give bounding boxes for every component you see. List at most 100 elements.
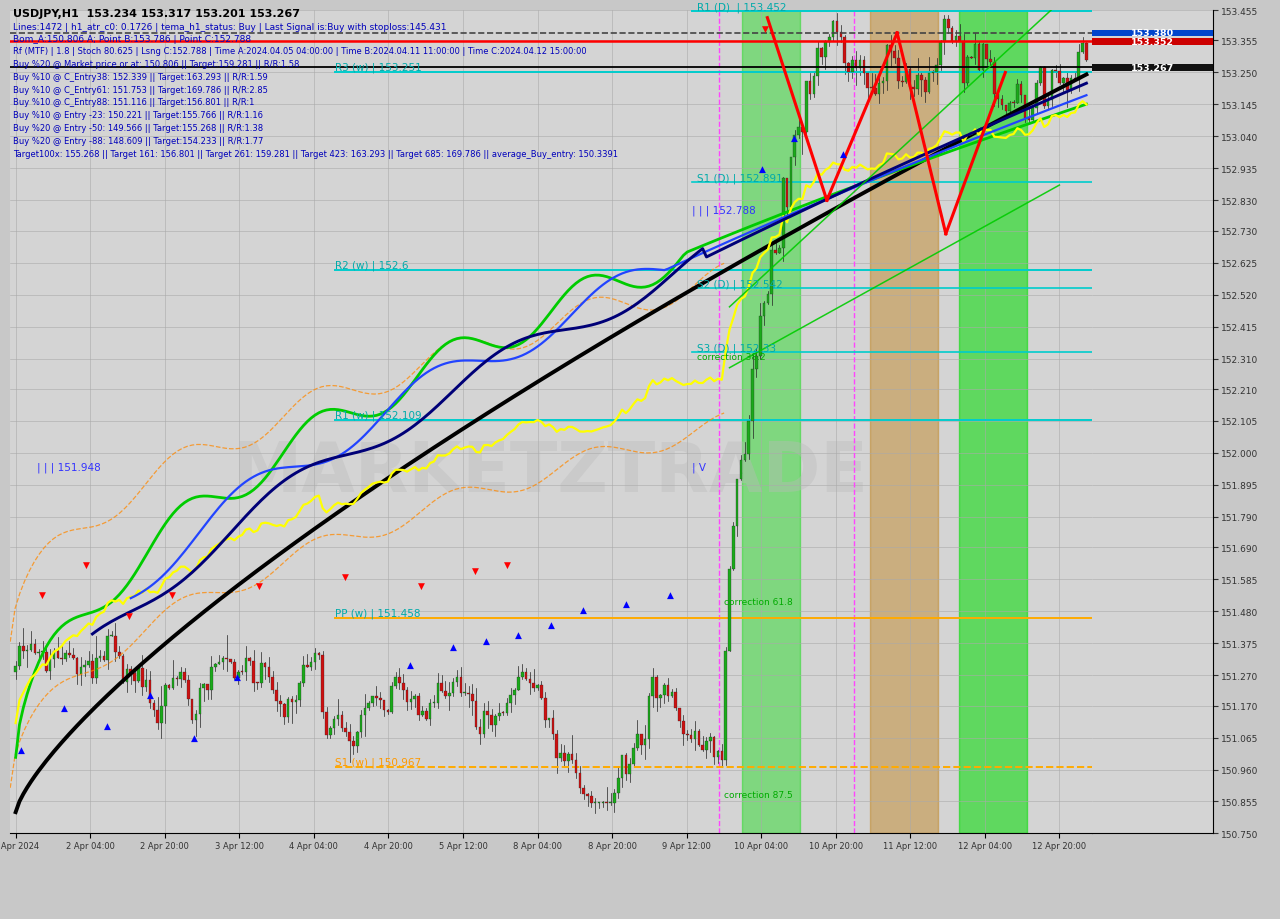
Bar xyxy=(456,677,458,682)
Bar xyxy=(559,753,562,758)
Bar xyxy=(698,731,700,745)
Bar xyxy=(870,11,938,834)
Text: Buy %20 @ Market price or at: 150.806 || Target:159.281 || R/R:1.58: Buy %20 @ Market price or at: 150.806 ||… xyxy=(13,60,300,69)
Bar xyxy=(652,677,654,697)
Bar xyxy=(233,663,236,678)
Bar xyxy=(605,802,608,803)
Bar xyxy=(310,663,312,667)
Bar xyxy=(1059,72,1061,84)
Bar xyxy=(387,710,389,712)
Bar xyxy=(886,46,888,82)
Bar xyxy=(1036,84,1038,109)
Bar xyxy=(506,703,508,714)
Bar xyxy=(640,734,643,745)
Bar xyxy=(264,664,266,667)
Bar xyxy=(690,735,692,740)
Bar xyxy=(916,76,919,90)
Bar xyxy=(26,650,28,651)
Bar xyxy=(475,701,477,727)
Bar xyxy=(590,797,593,803)
Bar xyxy=(498,713,500,716)
Text: | | | 152.788: | | | 152.788 xyxy=(691,205,755,215)
Bar xyxy=(924,81,927,93)
Bar xyxy=(970,58,973,59)
Bar xyxy=(986,45,988,60)
Bar xyxy=(129,669,132,674)
Bar xyxy=(137,668,140,681)
Bar xyxy=(29,644,32,650)
Bar xyxy=(675,693,677,709)
Bar xyxy=(978,45,980,72)
Bar xyxy=(755,357,758,369)
Text: Buy %20 @ Entry -88: 148.609 || Target:154.233 || R/R:1.77: Buy %20 @ Entry -88: 148.609 || Target:1… xyxy=(13,137,264,146)
Bar xyxy=(410,699,412,702)
Text: ▲: ▲ xyxy=(623,599,630,608)
Bar xyxy=(844,39,846,64)
Text: correction 87.5: correction 87.5 xyxy=(724,790,792,799)
Text: 153.352: 153.352 xyxy=(1132,38,1174,47)
Bar xyxy=(655,677,658,698)
Bar xyxy=(202,685,205,688)
Bar xyxy=(68,653,70,655)
Bar xyxy=(102,656,105,660)
Bar xyxy=(694,731,696,740)
Bar xyxy=(195,715,197,720)
Bar xyxy=(56,652,59,658)
Bar xyxy=(928,74,931,93)
Text: ▲: ▲ xyxy=(407,660,413,669)
Bar xyxy=(145,680,147,686)
Text: S1 (D) | 152.891: S1 (D) | 152.891 xyxy=(698,173,783,184)
Text: ▲: ▲ xyxy=(483,636,489,645)
Bar xyxy=(452,682,454,694)
Text: ▲: ▲ xyxy=(791,134,797,143)
Text: USDJPY,H1  153.234 153.317 153.201 153.267: USDJPY,H1 153.234 153.317 153.201 153.26… xyxy=(13,9,300,19)
Bar xyxy=(947,20,950,29)
Bar xyxy=(832,22,835,38)
Bar xyxy=(287,699,289,718)
Bar xyxy=(586,794,589,797)
Bar xyxy=(736,479,739,527)
Bar xyxy=(1016,85,1019,104)
Bar xyxy=(160,706,163,723)
Bar xyxy=(172,678,174,688)
Bar xyxy=(874,89,877,95)
Bar xyxy=(563,753,566,761)
Bar xyxy=(701,745,704,750)
Bar xyxy=(22,646,24,651)
Bar xyxy=(1051,72,1053,101)
Bar xyxy=(767,295,769,304)
Bar xyxy=(552,719,554,734)
Bar xyxy=(1032,109,1034,121)
Bar xyxy=(60,658,63,660)
Text: ▼: ▼ xyxy=(40,590,46,599)
Text: ▲: ▲ xyxy=(147,690,155,699)
Bar xyxy=(782,179,785,248)
Bar xyxy=(1062,79,1065,84)
Bar xyxy=(321,655,324,712)
Text: ▲: ▲ xyxy=(18,745,24,754)
Bar xyxy=(763,304,765,316)
Bar xyxy=(471,694,474,701)
Bar xyxy=(164,685,166,706)
Text: | | | 151.948: | | | 151.948 xyxy=(37,462,101,472)
Bar xyxy=(436,684,439,703)
Bar xyxy=(1005,106,1007,111)
Bar xyxy=(943,20,946,43)
Bar xyxy=(367,703,370,709)
Bar xyxy=(571,754,573,760)
Bar xyxy=(625,755,627,775)
Bar xyxy=(936,66,938,74)
Bar xyxy=(1039,68,1042,84)
Bar xyxy=(959,11,1027,834)
Bar xyxy=(302,665,305,683)
Bar xyxy=(444,691,447,696)
Bar xyxy=(1078,52,1080,81)
Bar xyxy=(556,734,558,758)
Bar xyxy=(18,646,20,666)
Bar xyxy=(45,652,47,672)
Text: ▼: ▼ xyxy=(342,573,349,581)
Bar xyxy=(268,667,270,677)
Bar xyxy=(1020,85,1023,96)
Text: S2 (D) | 152.542: S2 (D) | 152.542 xyxy=(698,279,783,289)
Bar xyxy=(210,667,212,690)
